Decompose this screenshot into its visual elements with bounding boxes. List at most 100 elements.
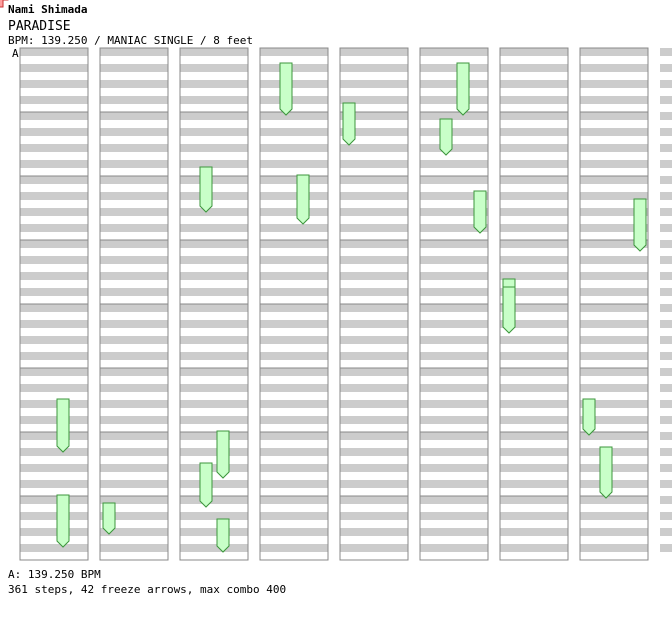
beat-stripe [660,400,672,408]
freeze-arrow [599,446,613,499]
beat-stripe [180,112,248,120]
beat-stripe [180,304,248,312]
beat-stripe [260,112,328,120]
beat-stripe [340,544,408,552]
beat-stripe [340,352,408,360]
beat-stripe [580,128,648,136]
beat-stripe [660,128,672,136]
beat-stripe [500,272,568,280]
beat-stripe [260,144,328,152]
beat-stripe [660,192,672,200]
beat-stripe [660,528,672,536]
beat-stripe [20,320,88,328]
beat-stripe [340,464,408,472]
freeze-arrow [102,502,116,535]
beat-stripe [500,384,568,392]
beat-stripe [20,448,88,456]
beat-stripe [660,80,672,88]
beat-stripe [20,512,88,520]
beat-stripe [340,208,408,216]
beat-stripe [20,528,88,536]
beat-stripe [420,464,488,472]
beat-stripe [580,368,648,376]
beat-stripe [420,112,488,120]
beat-stripe [180,192,248,200]
beat-stripe [260,64,328,72]
beat-stripe [580,112,648,120]
beat-stripe [260,176,328,184]
beat-stripe [180,528,248,536]
chart-column [579,47,649,561]
undefined [0,0,9,8]
beat-stripe [20,192,88,200]
beat-stripe [580,400,648,408]
beat-stripe [420,160,488,168]
beat-stripe [420,496,488,504]
beat-stripe [660,256,672,264]
beat-stripe [580,144,648,152]
beat-stripe [340,160,408,168]
beat-stripe [500,432,568,440]
beat-stripe [580,480,648,488]
beat-stripe [260,512,328,520]
section-marker: A [12,47,19,60]
beat-stripe [660,416,672,424]
chart-column [499,47,569,561]
beat-stripe [260,464,328,472]
beat-stripe [20,416,88,424]
beat-stripe [100,208,168,216]
beat-stripe [420,544,488,552]
beat-stripe [180,496,248,504]
beat-stripe [660,272,672,280]
beat-stripe [340,80,408,88]
beat-stripe [500,160,568,168]
beat-stripe [100,112,168,120]
beat-stripe [580,432,648,440]
freeze-arrow [296,174,310,225]
beat-stripe [20,288,88,296]
beat-stripe [660,544,672,552]
beat-stripe [20,64,88,72]
beat-stripe [420,128,488,136]
beat-stripe [180,288,248,296]
chart-column [339,47,409,561]
beat-stripe [180,368,248,376]
beat-stripe [20,144,88,152]
beat-stripe [580,272,648,280]
beat-stripe [100,288,168,296]
beat-stripe [20,224,88,232]
beat-stripe [100,400,168,408]
beat-stripe [180,80,248,88]
beat-stripe [500,544,568,552]
beat-stripe [420,352,488,360]
beat-stripe [180,208,248,216]
beat-stripe [260,128,328,136]
beat-stripe [580,544,648,552]
beat-stripe [340,128,408,136]
beat-stripe [260,240,328,248]
beat-stripe [180,176,248,184]
chart-column [259,47,329,561]
beat-stripe [180,464,248,472]
beat-stripe [660,144,672,152]
beat-stripe [660,224,672,232]
beat-stripe [420,272,488,280]
beat-stripe [580,304,648,312]
beat-stripe [660,208,672,216]
freeze-arrow [279,62,293,116]
beat-stripe [420,432,488,440]
beat-stripe [340,272,408,280]
beat-stripe [100,224,168,232]
beat-stripe [340,384,408,392]
beat-stripe [420,64,488,72]
beat-stripe [660,464,672,472]
beat-stripe [500,512,568,520]
beat-stripe [100,240,168,248]
song-title: PARADISE [8,19,71,34]
beat-stripe [180,144,248,152]
beat-stripe [100,144,168,152]
beat-stripe [180,272,248,280]
beat-stripe [180,160,248,168]
beat-stripe [20,480,88,488]
beat-stripe [580,176,648,184]
